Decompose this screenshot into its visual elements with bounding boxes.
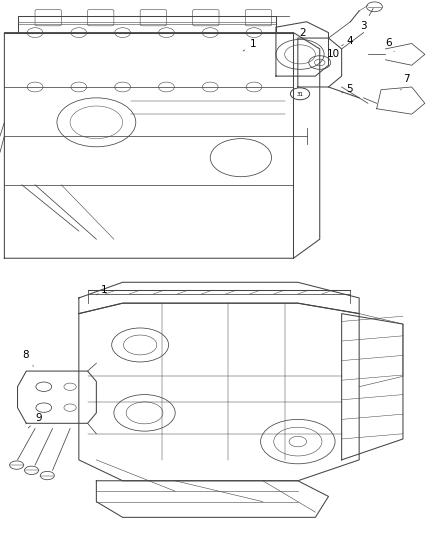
Text: 7: 7: [401, 74, 410, 90]
Text: 4: 4: [342, 36, 353, 46]
Text: 8: 8: [22, 350, 33, 366]
Text: 2: 2: [296, 28, 306, 38]
Text: 10: 10: [327, 49, 340, 59]
Text: 1: 1: [96, 285, 108, 295]
Text: 6: 6: [385, 38, 394, 52]
Text: 3: 3: [360, 9, 373, 31]
Text: 5: 5: [342, 84, 353, 94]
Text: 31: 31: [297, 92, 304, 96]
Text: 9: 9: [28, 413, 42, 428]
Text: 1: 1: [243, 39, 257, 51]
